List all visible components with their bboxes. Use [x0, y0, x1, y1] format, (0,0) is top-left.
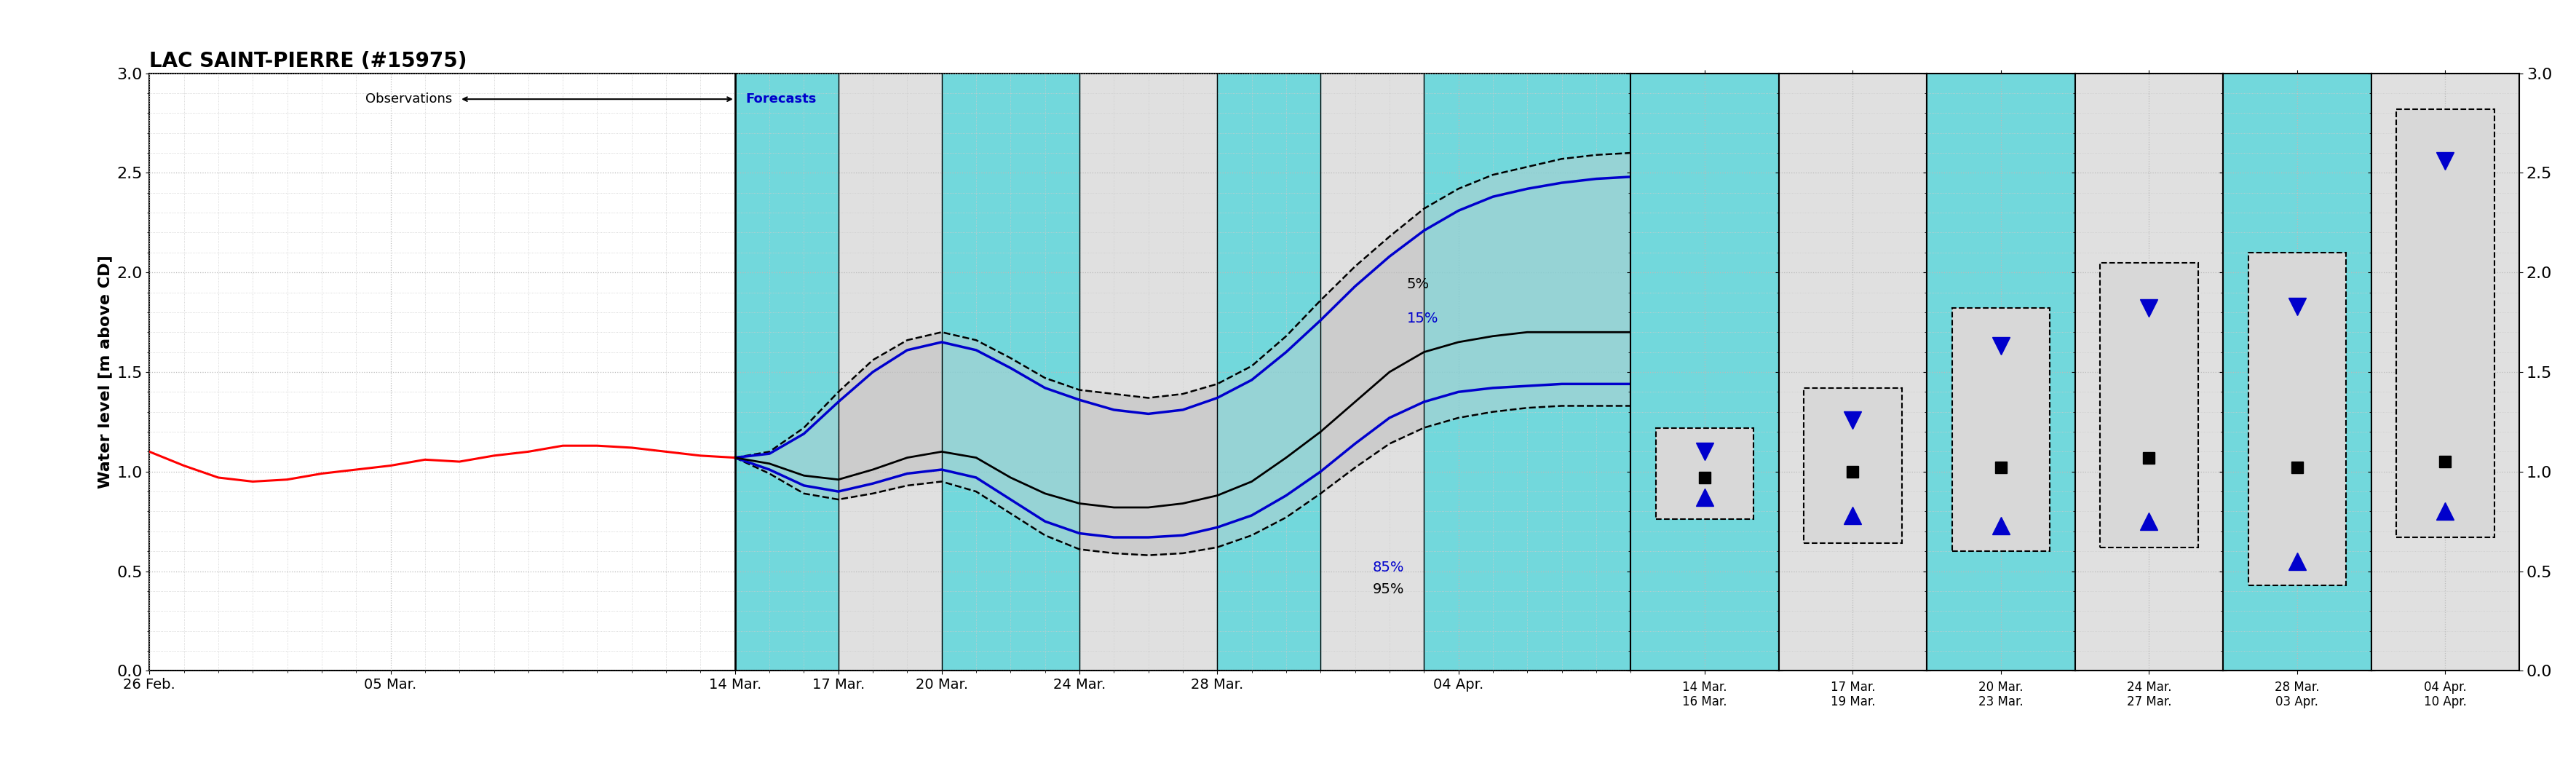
Text: Observations: Observations: [366, 93, 453, 106]
X-axis label: 28 Mar.
03 Apr.: 28 Mar. 03 Apr.: [2275, 680, 2318, 709]
X-axis label: 17 Mar.
19 Mar.: 17 Mar. 19 Mar.: [1832, 680, 1875, 709]
Bar: [2099, 262, 2197, 547]
Text: Forecasts: Forecasts: [744, 93, 817, 106]
X-axis label: 04 Apr.
10 Apr.: 04 Apr. 10 Apr.: [2424, 680, 2468, 709]
Text: 15%: 15%: [1406, 311, 1437, 325]
Bar: [1953, 308, 2050, 551]
Bar: [1079, 73, 1218, 671]
Bar: [734, 73, 837, 671]
Bar: [1218, 73, 1321, 671]
Bar: [1321, 73, 1425, 671]
Bar: [1656, 428, 1754, 520]
Bar: [2249, 253, 2347, 585]
Text: LAC SAINT-PIERRE (#15975): LAC SAINT-PIERRE (#15975): [149, 51, 466, 72]
X-axis label: 24 Mar.
27 Mar.: 24 Mar. 27 Mar.: [2128, 680, 2172, 709]
Bar: [2396, 109, 2494, 537]
X-axis label: 14 Mar.
16 Mar.: 14 Mar. 16 Mar.: [1682, 680, 1726, 709]
Text: 95%: 95%: [1373, 582, 1404, 596]
Bar: [1803, 388, 1901, 544]
Bar: [837, 73, 943, 671]
Bar: [943, 73, 1079, 671]
Text: 85%: 85%: [1373, 561, 1404, 574]
Text: 5%: 5%: [1406, 278, 1430, 291]
Bar: [1425, 73, 1631, 671]
X-axis label: 20 Mar.
23 Mar.: 20 Mar. 23 Mar.: [1978, 680, 2022, 709]
Y-axis label: Water level [m above CD]: Water level [m above CD]: [98, 255, 113, 489]
